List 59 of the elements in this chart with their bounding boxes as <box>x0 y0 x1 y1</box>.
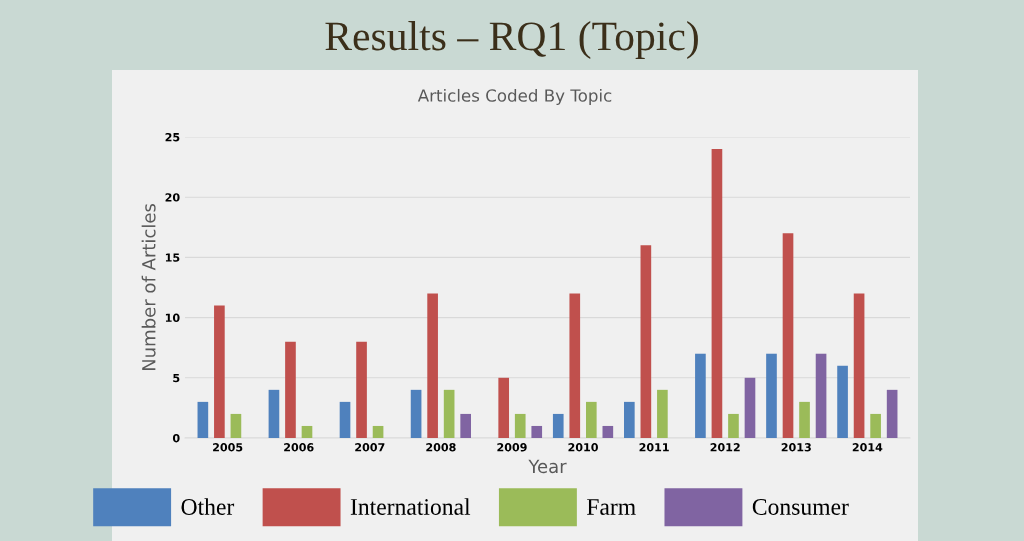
y-axis-title: Number of Articles <box>141 204 156 371</box>
x-axis-title: Year <box>528 459 567 474</box>
bar <box>569 293 581 438</box>
bar <box>711 149 723 438</box>
bar <box>339 401 351 438</box>
legend-label: Farm <box>586 499 636 515</box>
x-tick-label: 2009 <box>497 443 527 452</box>
x-tick-label: 2005 <box>213 443 243 452</box>
x-tick-label: 2006 <box>284 443 314 452</box>
bar <box>197 401 209 438</box>
bar <box>372 425 384 438</box>
x-tick-label: 2012 <box>710 443 740 452</box>
legend-label: Other <box>181 498 235 515</box>
x-tick-label: 2014 <box>852 443 883 452</box>
x-tick-label: 2010 <box>568 443 598 452</box>
y-tick-label: 0 <box>172 433 180 443</box>
bar <box>410 389 422 438</box>
legend-label: International <box>350 498 471 515</box>
bar <box>230 413 242 438</box>
y-tick-label: 5 <box>173 373 180 383</box>
bar <box>602 425 614 438</box>
bar <box>657 389 668 438</box>
bar <box>498 377 510 438</box>
bar <box>837 365 848 438</box>
bar <box>782 233 794 438</box>
bar <box>799 401 810 438</box>
y-tick-label: 10 <box>165 313 180 322</box>
bar <box>427 293 438 438</box>
bar <box>443 389 455 438</box>
bar <box>268 389 280 438</box>
bar <box>815 353 827 438</box>
bar <box>585 401 597 438</box>
x-tick-label: 2007 <box>355 443 385 452</box>
bar <box>640 245 652 438</box>
bar <box>301 425 313 438</box>
bar <box>531 425 543 438</box>
bar <box>460 413 471 438</box>
chart-subtitle: Articles Coded By Topic <box>417 88 612 106</box>
bar <box>624 401 635 438</box>
y-tick-label: 20 <box>165 193 180 202</box>
bar <box>870 413 881 438</box>
chart-title: Results – RQ1 (Topic) <box>325 21 698 59</box>
x-tick-label: 2013 <box>781 443 811 452</box>
bar <box>728 413 739 438</box>
y-tick-label: 15 <box>165 253 180 262</box>
bar <box>766 353 777 438</box>
bar <box>695 353 706 438</box>
bar <box>356 341 367 438</box>
x-tick-label: 2008 <box>426 443 456 452</box>
bar <box>214 305 225 438</box>
x-tick-label: 2011 <box>639 443 669 452</box>
bar <box>514 413 526 438</box>
bar <box>853 293 865 438</box>
bar <box>552 413 564 438</box>
bar <box>744 377 756 438</box>
bar <box>886 389 898 438</box>
y-tick-label: 25 <box>165 132 180 142</box>
legend-label: Consumer <box>752 499 849 515</box>
bar <box>285 341 296 438</box>
